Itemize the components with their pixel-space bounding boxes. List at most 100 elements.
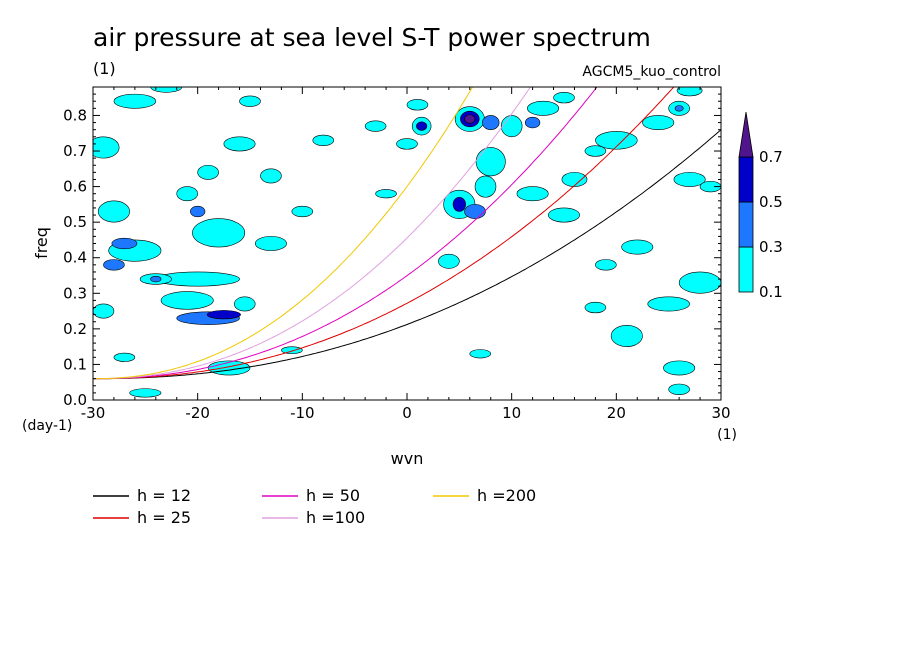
contour-patch (97, 200, 130, 223)
contour-patch (176, 186, 198, 202)
contour-patch (396, 138, 418, 150)
contour-patch (150, 87, 183, 93)
contour-patch (474, 175, 497, 198)
contour-patch (281, 346, 303, 355)
contour-patch (103, 259, 125, 271)
contour-patch (500, 115, 523, 138)
y-axis-unit: (day-1) (22, 418, 72, 434)
legend-label: h = 25 (137, 508, 191, 527)
contour-patch (406, 99, 429, 111)
contour-patch (416, 121, 428, 131)
y-axis-label: freq (32, 227, 51, 259)
contour-patch (113, 93, 157, 109)
legend-label: h = 12 (137, 486, 191, 505)
contour-patch (475, 147, 506, 177)
curve-12 (93, 129, 721, 380)
contour-patch (673, 172, 706, 187)
contour-patch (364, 120, 387, 132)
curve-100 (93, 87, 532, 380)
contour-patch (584, 301, 607, 314)
x-tick-label: 0 (402, 404, 412, 422)
contour-patch (129, 388, 162, 398)
contour-patch (190, 205, 206, 218)
contour-patch (113, 352, 136, 362)
contour-patch (93, 303, 115, 319)
x-tick-label: -20 (185, 404, 210, 422)
curve-50 (93, 87, 598, 380)
contour-patch (438, 253, 460, 269)
contour-patch (93, 136, 120, 159)
contour-patch (553, 92, 575, 104)
y-tick-label: 0.8 (63, 106, 87, 124)
contour-patch (676, 87, 703, 97)
contour-patch (642, 115, 675, 130)
legend: h = 12 h = 25 h = 50 h =100 h =200 (93, 486, 536, 527)
y-tick-label: 0.1 (63, 355, 87, 373)
contour-patch (197, 164, 219, 180)
contour-patch (206, 310, 241, 320)
legend-label: h = 50 (306, 486, 360, 505)
contour-patch (111, 237, 138, 250)
contour-patch (668, 383, 690, 395)
contour-patch (678, 271, 721, 294)
x-tick-label: -10 (290, 404, 315, 422)
contour-patch (375, 189, 397, 199)
contour-patch (464, 114, 476, 124)
contour-patch (452, 196, 466, 212)
contour-patch (464, 204, 486, 219)
colorbar-label: 0.5 (759, 193, 783, 211)
chart-subtitle-right: AGCM5_kuo_control (582, 64, 721, 80)
contour-patch (663, 360, 696, 376)
chart-title: air pressure at sea level S-T power spec… (93, 23, 651, 52)
colorbar-label: 0.1 (759, 283, 783, 301)
contour-patch (254, 236, 287, 251)
y-tick-label: 0.7 (63, 142, 87, 160)
contour-patch (516, 186, 549, 202)
y-axis: 0.0 0.1 0.2 0.3 0.4 0.5 0.6 0.7 0.8 (63, 93, 721, 409)
colorbar-segment (738, 201, 754, 248)
colorbar-arrow (738, 111, 754, 158)
contour-patch (482, 115, 500, 130)
x-axis-unit: (1) (717, 427, 737, 443)
y-tick-label: 0.0 (63, 391, 87, 409)
x-tick-label: 10 (502, 404, 521, 422)
contour-patch (547, 207, 580, 223)
contour-patch (312, 134, 335, 146)
x-axis-label: wvn (391, 449, 424, 468)
x-axis: -30 -20 -10 0 10 20 30 (81, 87, 731, 422)
x-tick-label: 30 (711, 404, 730, 422)
contour-patch (469, 349, 492, 359)
colorbar-label: 0.7 (759, 148, 783, 166)
contour-patch (260, 168, 282, 184)
contour-patch (239, 95, 261, 107)
contour-patch (527, 100, 560, 116)
contour-patch (621, 239, 654, 255)
contour-patch (234, 296, 256, 312)
contour-patch (192, 218, 246, 248)
contour-patch (150, 275, 162, 283)
x-tick-label: -30 (81, 404, 106, 422)
colorbar-segment (738, 156, 754, 203)
curve-25 (93, 87, 675, 380)
contour-patch (674, 105, 684, 112)
y-tick-label: 0.3 (63, 284, 87, 302)
colorbar: 0.1 0.3 0.5 0.7 (738, 111, 783, 301)
chart-subtitle-left: (1) (93, 59, 116, 78)
contour-patch (647, 296, 690, 312)
y-tick-label: 0.2 (63, 320, 87, 338)
contour-patches (93, 87, 721, 398)
legend-label: h =100 (306, 508, 365, 527)
legend-label: h =200 (477, 486, 536, 505)
contour-patch (160, 291, 214, 310)
contour-patch (291, 205, 314, 218)
colorbar-label: 0.3 (759, 238, 783, 256)
contour-patch (524, 116, 541, 129)
curve-200 (93, 87, 474, 380)
colorbar-segment (738, 246, 754, 293)
contour-patch (595, 259, 617, 271)
y-tick-label: 0.5 (63, 213, 87, 231)
contour-patch (561, 172, 588, 187)
contour-patch (223, 136, 256, 152)
contour-patch (610, 325, 643, 347)
